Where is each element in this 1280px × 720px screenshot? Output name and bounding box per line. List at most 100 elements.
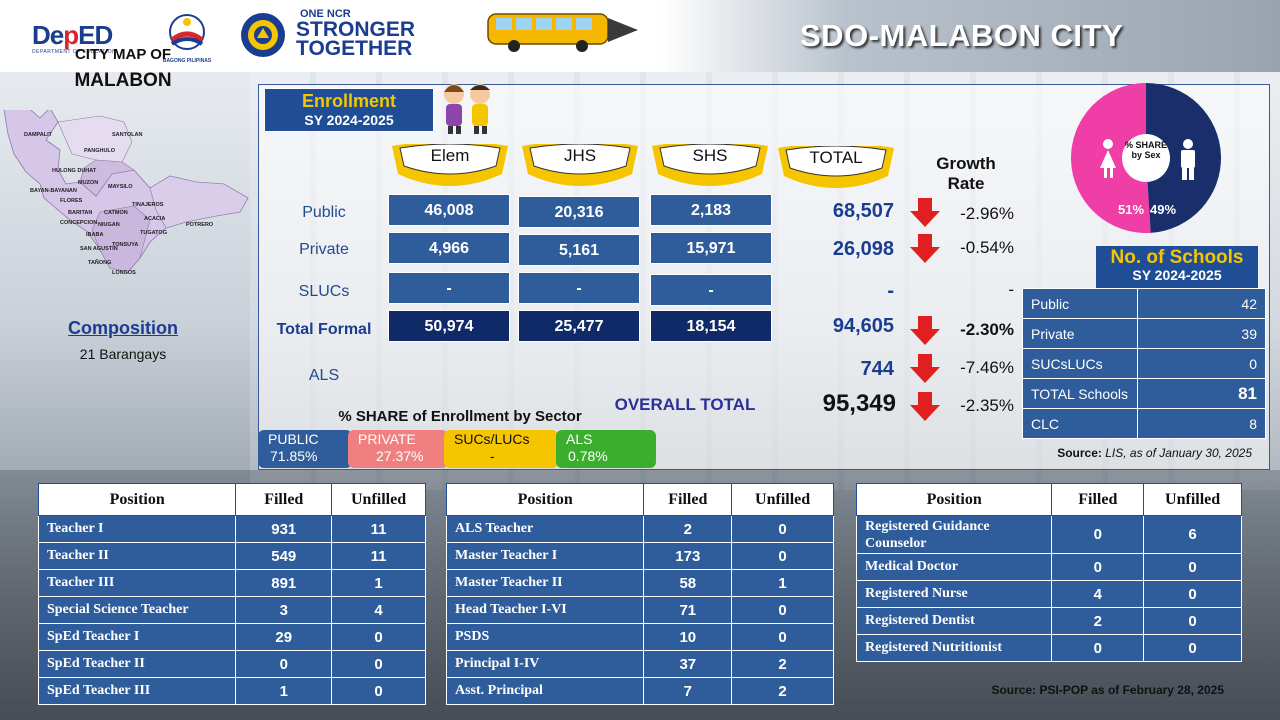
composition-value: 21 Barangays [79,346,167,362]
table-row: Master Teacher II 58 1 [445,569,834,597]
position-name: ALS Teacher [445,515,645,543]
position-name: Registered Nutritionist [855,634,1053,662]
table-header-row: Position Filled Unfilled [445,483,834,516]
table-header-row: Position Filled Unfilled [855,483,1242,516]
down-arrow-icon [910,316,940,345]
male-percent: 49% [1150,202,1176,217]
growth-als: -7.46% [960,358,1014,377]
sector-share-private: PRIVATE 27.37% [348,430,448,468]
school-count: 8 [1137,408,1266,439]
schools-badge: No. of Schools SY 2024-2025 [1096,246,1258,288]
table-header-row: Position Filled Unfilled [37,483,426,516]
cell-public-jhs: 20,316 [518,196,640,228]
schools-title: No. of Schools [1110,247,1244,268]
sector-share-sucs: SUCs/LUCs - [444,430,558,468]
filled-count: 0 [1051,553,1145,581]
cell-private-elem: 4,966 [388,232,510,264]
sector-share-label: PUBLIC [268,431,319,447]
cell-total-elem: 50,974 [388,310,510,342]
filled-count: 2 [643,515,733,543]
sector-share-als: ALS 0.78% [556,430,656,468]
unfilled-count: 0 [331,650,426,678]
ncr-logo-top: ONE NCR [300,8,351,20]
table-row: SpEd Teacher I 29 0 [37,623,426,651]
table-row: Teacher III 891 1 [37,569,426,597]
sector-share-public: PUBLIC 71.85% [258,430,352,468]
unfilled-count: 0 [1143,553,1242,581]
filled-count: 7 [643,677,733,705]
table-row: ALS Teacher 2 0 [445,515,834,543]
unfilled-count: 0 [1143,607,1242,635]
cell-public-shs: 2,183 [650,194,772,226]
barangay-label: NIUGAN [98,222,120,228]
table-row: Medical Doctor 0 0 [855,553,1242,581]
schools-sy: SY 2024-2025 [1132,267,1222,283]
header-arc-shape [778,146,894,188]
table-row: Registered Nurse 4 0 [855,580,1242,608]
column-header-label: Elem [430,146,470,165]
position-name: Medical Doctor [855,553,1053,581]
school-count: 81 [1137,378,1266,409]
school-count: 39 [1137,318,1266,349]
unfilled-count: 0 [731,542,834,570]
filled-count: 1 [235,677,333,705]
female-icon [1100,139,1116,178]
position-table-3: Position Filled Unfilled Registered Guid… [855,483,1242,662]
sector-share-title: % SHARE of Enrollment by Sector [338,408,582,425]
school-type: CLC [1022,408,1138,439]
unfilled-count: 0 [731,596,834,624]
cell-private-shs: 15,971 [650,232,772,264]
barangay-label: IBABA [86,232,103,238]
pie-center-label-wrap: % SHARE by Sex [1124,140,1167,160]
barangay-label: MAYSILO [108,184,133,190]
barangay-label: CONCEPCION [60,220,97,226]
filled-count: 173 [643,542,733,570]
position-name: Master Teacher I [445,542,645,570]
position-name: Principal I-IV [445,650,645,678]
down-arrow-icon [910,392,940,421]
column-header-label: TOTAL [809,148,863,167]
filled-count: 29 [235,623,333,651]
table-row: TOTAL Schools 81 [1022,378,1266,409]
position-name: Asst. Principal [445,677,645,705]
total-formal: 94,605 [832,315,894,337]
barangay-label: MUZON [78,180,98,186]
unfilled-count: 11 [331,542,426,570]
table-row: Special Science Teacher 3 4 [37,596,426,624]
school-type: Private [1022,318,1138,349]
map-barangay-labels: DAMPALIT SANTOLAN PANGHULO HULONG DUHAT … [24,132,214,276]
barangay-label: FLORES [60,198,83,204]
cell-total-jhs: 25,477 [518,310,640,342]
down-arrow-icon [910,198,940,227]
position-name: Head Teacher I-VI [445,596,645,624]
cell-private-jhs: 5,161 [518,234,640,266]
header-filled: Filled [1051,483,1145,516]
page-title: SDO-MALABON CITY [800,18,1124,53]
psi-pop-source: Source: PSI-POP as of February 28, 2025 [991,683,1224,697]
cell-slucs-shs: - [650,274,772,306]
barangay-label: SAN AGUSTIN [80,246,118,252]
source-text: LIS, as of January 30, 2025 [1105,446,1252,460]
row-label-private: Private [299,241,349,258]
table-row: Public 42 [1022,288,1266,319]
position-name: SpEd Teacher I [37,623,237,651]
header-arc-shape [652,144,768,186]
header-filled: Filled [235,483,333,516]
filled-count: 2 [1051,607,1145,635]
unfilled-count: 0 [1143,634,1242,662]
table-row: Asst. Principal 7 2 [445,677,834,705]
position-name: Registered Guidance Counselor [855,515,1053,554]
sex-share-pie: % SHARE by Sex 51% 49% [1071,83,1222,233]
growth-private: -0.54% [960,238,1014,257]
sector-share-label: ALS [566,431,593,447]
barangay-label: ACACIA [144,216,165,222]
pie-center-label: % SHARE by Sex [1124,140,1167,160]
deped-logo: DepED DEPARTMENT OF EDUCATION [32,20,116,55]
row-label-slucs: SLUCs [298,283,350,300]
unfilled-count: 2 [731,677,834,705]
school-type: Public [1022,288,1138,319]
table-row: SUCsLUCs 0 [1022,348,1266,379]
position-name: PSDS [445,623,645,651]
position-table-1: Position Filled Unfilled Teacher I 931 11 T… [37,483,426,705]
unfilled-count: 11 [331,515,426,543]
